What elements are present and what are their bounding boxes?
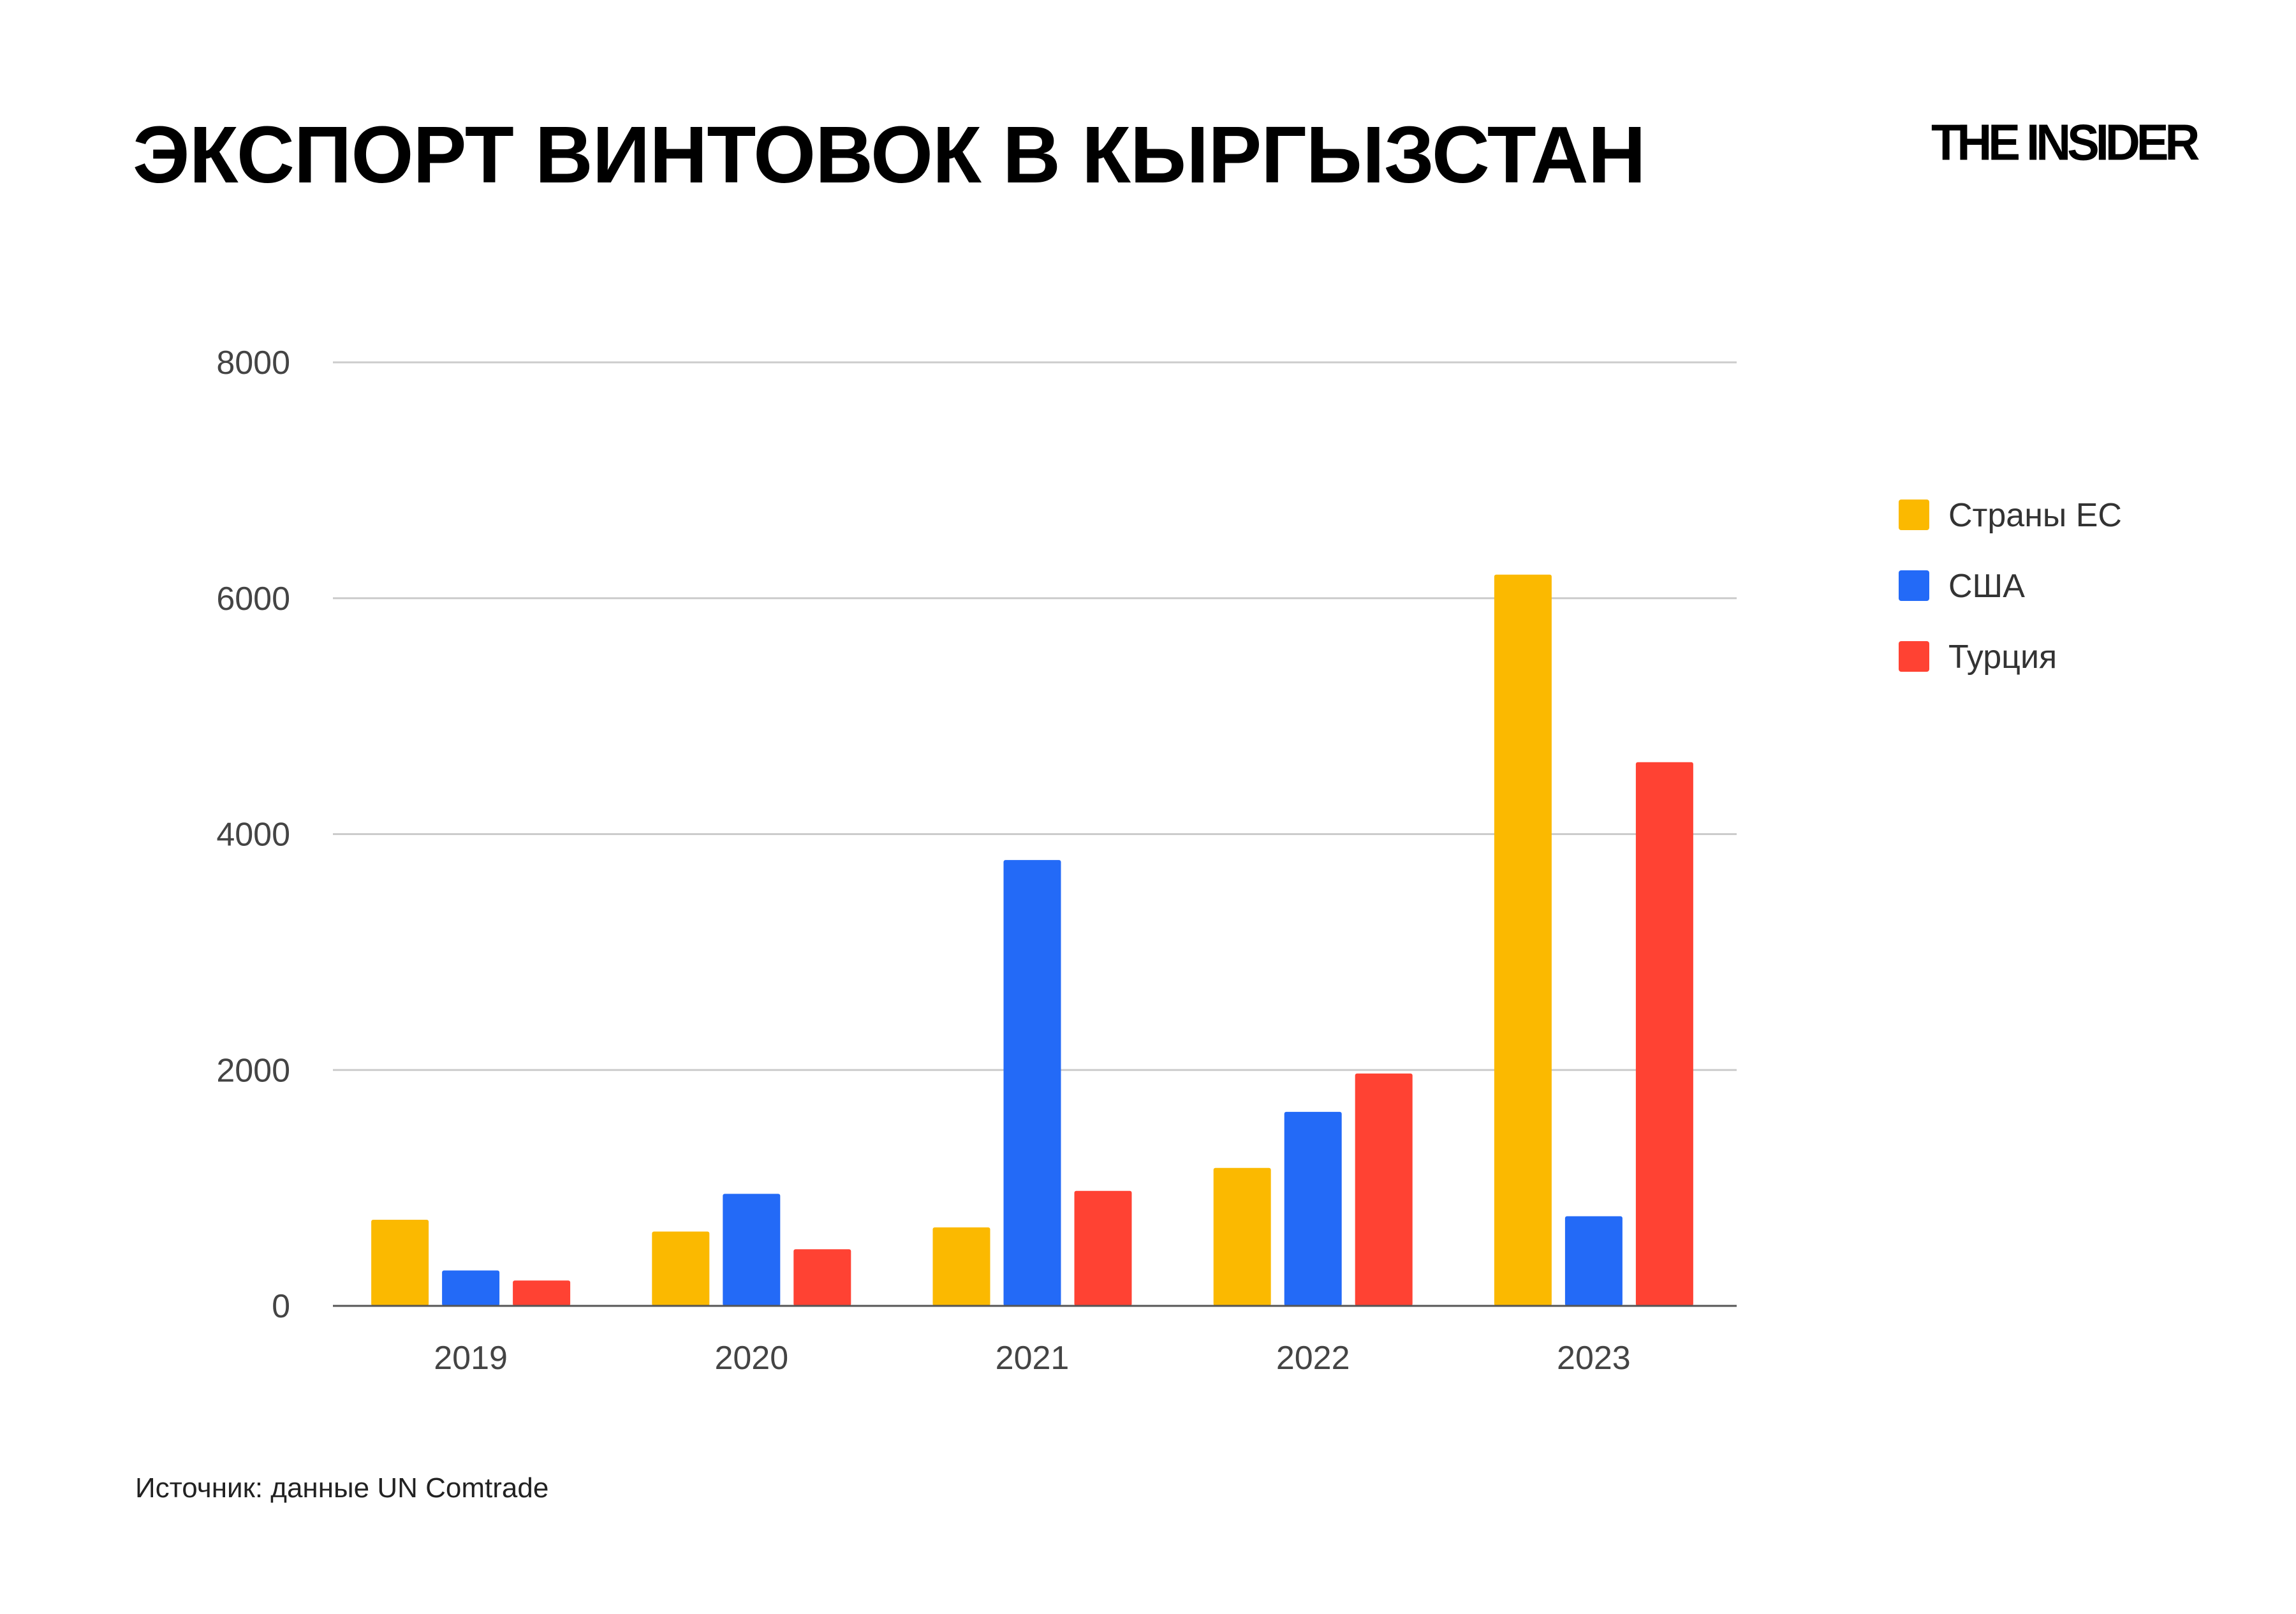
y-tick-label: 2000 — [216, 1052, 290, 1089]
x-tick-label: 2020 — [714, 1340, 788, 1377]
bar-2022-Страны ЕС — [1213, 1167, 1271, 1306]
chart-title: ЭКСПОРТ ВИНТОВОК В КЫРГЫЗСТАН — [133, 110, 1646, 200]
bar-2019-Страны ЕС — [371, 1220, 429, 1306]
bar-2023-Страны ЕС — [1494, 574, 1552, 1306]
legend-swatch-0 — [1899, 500, 1929, 530]
y-tick-label: 4000 — [216, 817, 290, 854]
y-tick-label: 8000 — [216, 344, 290, 381]
bar-2021-Страны ЕС — [932, 1227, 990, 1306]
legend-swatch-1 — [1899, 570, 1929, 601]
legend-label: Страны ЕС — [1948, 497, 2122, 534]
bar-2023-США — [1564, 1216, 1623, 1306]
source-note: Источник: данные UN Comtrade — [135, 1472, 549, 1504]
y-tick-label: 6000 — [216, 581, 290, 618]
bar-2019-США — [442, 1270, 500, 1306]
x-tick-label: 2021 — [996, 1340, 1070, 1377]
x-tick-label: 2022 — [1276, 1340, 1350, 1377]
bar-2020-США — [723, 1194, 781, 1306]
x-tick-label: 2019 — [434, 1340, 508, 1377]
legend-label: Турция — [1948, 639, 2057, 676]
bar-2020-Страны ЕС — [652, 1231, 710, 1306]
x-tick-label: 2023 — [1557, 1340, 1631, 1377]
bar-2021-США — [1003, 860, 1061, 1306]
legend-swatch-2 — [1899, 641, 1929, 672]
legend-label: США — [1948, 568, 2025, 605]
bar-2020-Турция — [793, 1249, 851, 1306]
bar-2022-Турция — [1355, 1073, 1413, 1306]
the-insider-logo: THE INSIDER — [1931, 114, 2200, 172]
bar-2023-Турция — [1635, 762, 1693, 1306]
bar-2019-Турция — [513, 1280, 571, 1306]
bar-2022-США — [1284, 1111, 1342, 1306]
y-tick-label: 0 — [272, 1288, 290, 1325]
bar-2021-Турция — [1074, 1190, 1132, 1306]
